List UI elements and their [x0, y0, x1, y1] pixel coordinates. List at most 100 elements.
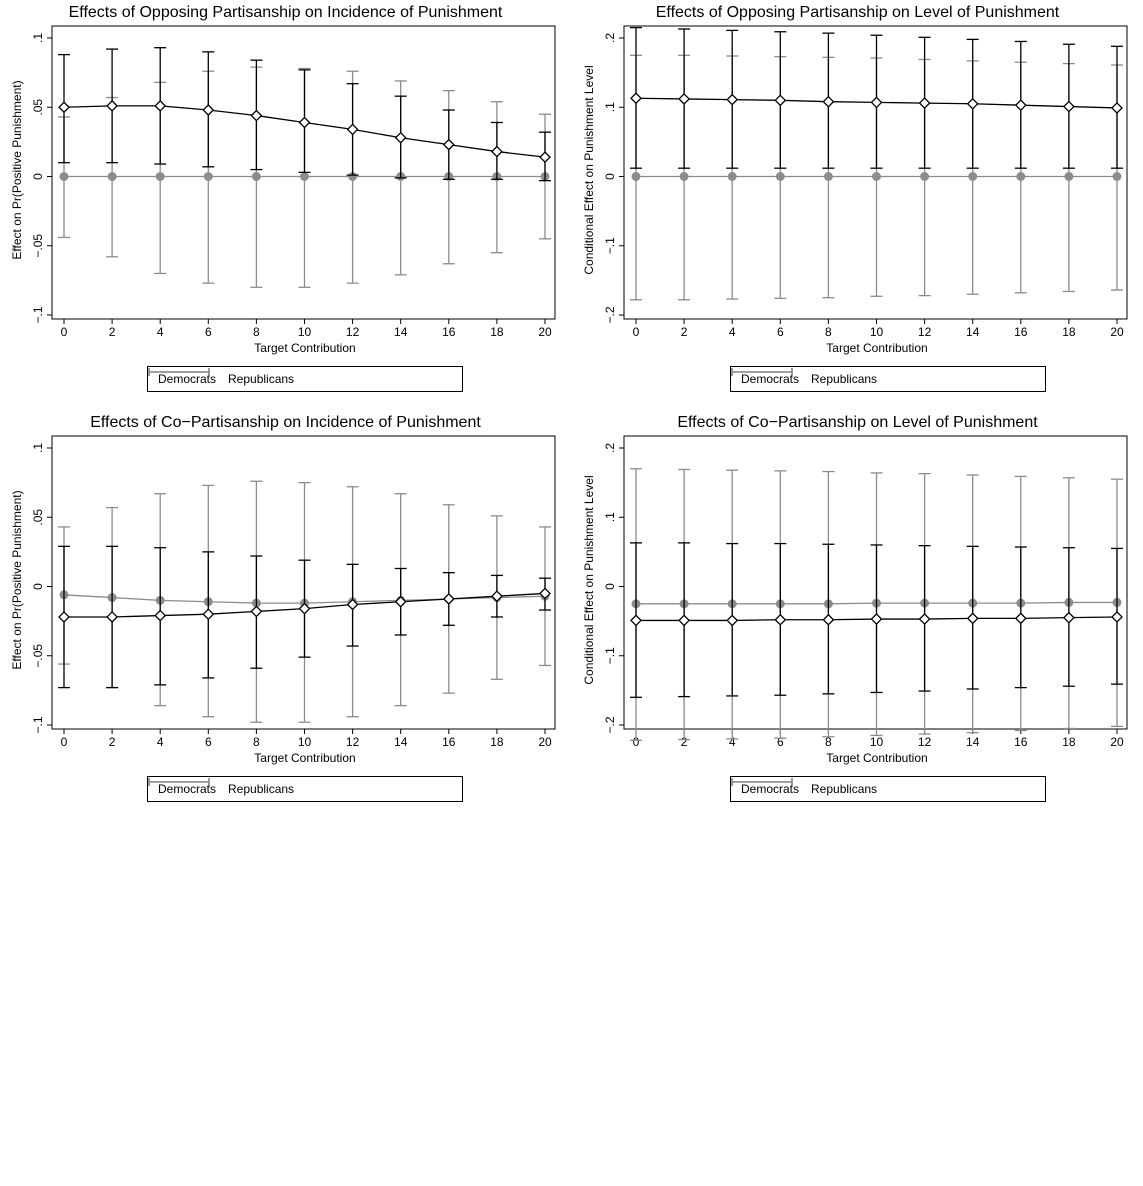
x-tick-label: 2	[109, 325, 116, 339]
data-point-democrats	[966, 97, 979, 110]
y-tick-label: −.1	[603, 237, 617, 254]
y-tick-label: 0	[603, 583, 617, 590]
x-tick-label: 14	[394, 325, 408, 339]
data-point-democrats	[870, 613, 883, 625]
data-point-democrats	[442, 138, 455, 151]
data-point-republicans	[968, 172, 978, 181]
x-tick-label: 16	[442, 325, 456, 339]
legend-swatch-republicans-icon	[148, 368, 210, 376]
chart-panel-1: Effects of Opposing Partisanship on Inci…	[0, 0, 571, 409]
legend-label-democrats: Democrats	[158, 782, 217, 796]
legend: Democrats Republicans	[147, 366, 463, 392]
x-tick-label: 18	[1062, 325, 1076, 339]
data-point-democrats	[539, 151, 551, 164]
plot-area-svg: −.1 −.05 0 .05 .1 0 2 4 6 8 10 12 14 16 18 20	[31, 435, 556, 749]
x-tick-label: 6	[205, 325, 212, 339]
data-point-democrats	[298, 116, 311, 129]
legend-label-democrats: Democrats	[741, 372, 800, 386]
data-point-democrats	[539, 587, 551, 600]
data-point-democrats	[202, 104, 215, 116]
data-point-democrats	[58, 101, 70, 114]
x-tick-label: 10	[298, 735, 312, 749]
x-axis-label: Target Contribution	[254, 751, 356, 765]
data-point-republicans	[679, 172, 689, 181]
legend-swatch-republicans-icon	[731, 368, 793, 376]
data-point-democrats	[154, 99, 167, 112]
data-point-democrats	[1111, 102, 1123, 114]
data-point-democrats	[250, 605, 263, 618]
plot-frame	[51, 435, 556, 730]
x-tick-label: 10	[298, 325, 312, 339]
data-point-republicans	[823, 172, 833, 181]
x-tick-label: 8	[825, 735, 832, 749]
x-tick-label: 16	[1014, 325, 1028, 339]
y-tick-label: .2	[603, 443, 617, 453]
x-tick-label: 6	[205, 735, 212, 749]
x-tick-label: 0	[633, 325, 640, 339]
data-point-republicans	[920, 172, 930, 181]
data-point-democrats	[918, 97, 931, 110]
y-axis-label: Effect on Pr(Positive Punishment)	[10, 80, 24, 260]
legend-label-democrats: Democrats	[741, 782, 800, 796]
data-point-democrats	[58, 611, 70, 623]
chart-panel-2: Effects of Opposing Partisanship on Leve…	[572, 0, 1143, 409]
plot-area-svg: −.2 −.1 0 .1 .2 0 2 4 6 8 10 12 14 16 18 20	[603, 435, 1128, 749]
x-tick-label: 20	[1110, 735, 1124, 749]
data-point-democrats	[966, 612, 979, 625]
legend-label-democrats: Democrats	[158, 372, 217, 386]
y-tick-label: −.1	[603, 647, 617, 664]
y-tick-label: .2	[603, 33, 617, 43]
data-point-democrats	[726, 614, 739, 627]
data-point-republicans	[727, 172, 737, 181]
x-tick-label: 0	[61, 325, 68, 339]
x-tick-label: 6	[777, 735, 784, 749]
y-axis-label: Conditional Effect on Punishment Level	[582, 475, 596, 685]
x-tick-label: 0	[61, 735, 68, 749]
plot-frame	[623, 435, 1128, 730]
x-tick-label: 8	[825, 325, 832, 339]
chart-title: Effects of Co−Partisanship on Level of P…	[677, 414, 1038, 431]
data-point-democrats	[346, 123, 359, 136]
data-point-democrats	[918, 613, 931, 625]
y-tick-label: .1	[31, 443, 45, 453]
y-tick-label: −.05	[31, 644, 45, 668]
data-point-republicans	[155, 172, 165, 181]
x-tick-label: 8	[253, 735, 260, 749]
plot-frame	[51, 25, 556, 320]
x-tick-label: 16	[442, 735, 456, 749]
chart-panel-3: Effects of Co−Partisanship on Incidence …	[0, 410, 571, 819]
y-tick-label: 0	[31, 583, 45, 590]
x-tick-label: 4	[729, 735, 736, 749]
data-point-democrats	[154, 609, 167, 622]
x-tick-label: 4	[729, 325, 736, 339]
data-point-democrats	[298, 602, 311, 615]
y-tick-label: −.1	[31, 306, 45, 323]
data-point-republicans	[1016, 172, 1026, 181]
x-tick-label: 4	[157, 735, 164, 749]
legend-label-republicans: Republicans	[811, 782, 878, 796]
data-point-democrats	[822, 95, 835, 108]
data-point-democrats	[442, 593, 455, 605]
data-point-democrats	[490, 145, 503, 158]
legend-item-republicans: Republicans	[731, 368, 877, 386]
legend-label-republicans: Republicans	[228, 372, 295, 386]
data-point-democrats	[822, 613, 835, 626]
data-point-democrats	[774, 613, 787, 626]
data-point-democrats	[630, 92, 642, 105]
data-point-republicans	[872, 172, 881, 181]
data-point-republicans	[1112, 172, 1122, 181]
data-point-republicans	[107, 172, 117, 181]
x-tick-label: 12	[918, 735, 932, 749]
data-point-democrats	[630, 614, 642, 627]
data-point-democrats	[1111, 611, 1123, 623]
x-tick-label: 12	[346, 325, 360, 339]
data-point-democrats	[678, 93, 691, 105]
data-point-democrats	[774, 94, 787, 107]
plot-area-svg: −.1 −.05 0 .05 .1 0 2 4 6 8 10 12 14 16 18 20	[31, 25, 556, 339]
data-point-democrats	[726, 93, 739, 106]
x-tick-label: 18	[490, 735, 504, 749]
x-tick-label: 8	[253, 325, 260, 339]
x-axis-label: Target Contribution	[826, 341, 928, 355]
legend-item-republicans: Republicans	[731, 778, 878, 796]
x-tick-label: 14	[394, 735, 408, 749]
